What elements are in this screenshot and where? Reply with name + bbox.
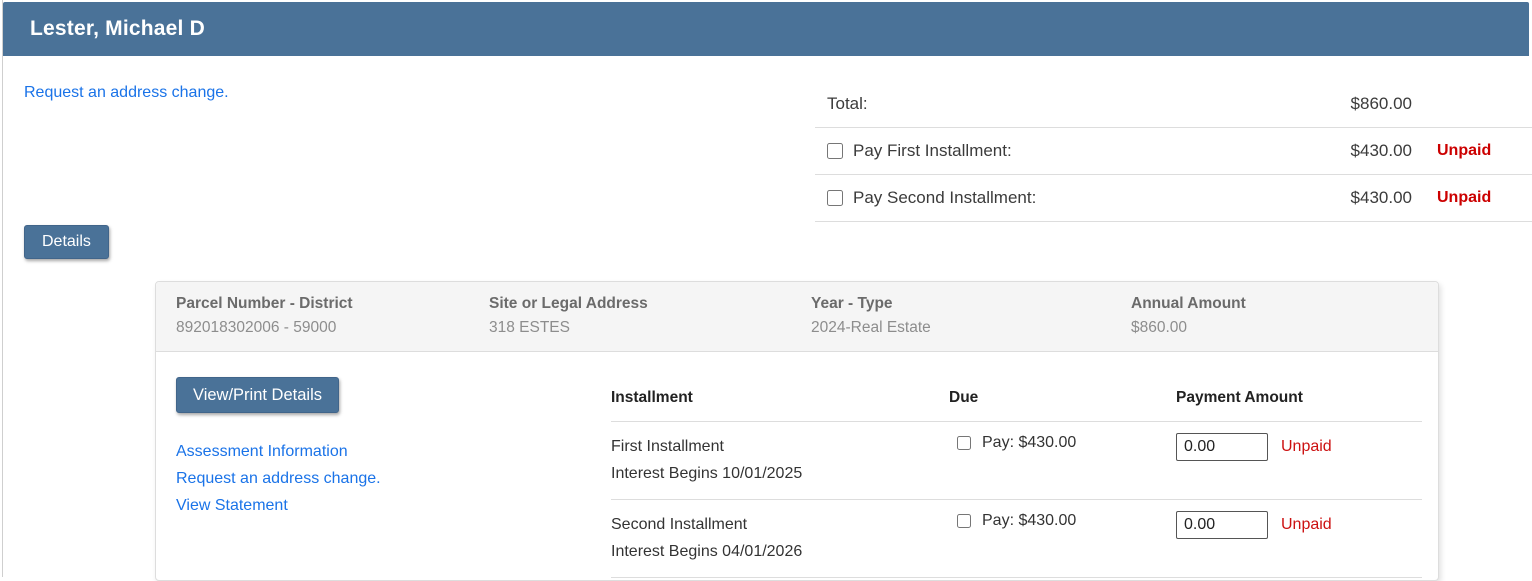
assessment-information-link[interactable]: Assessment Information <box>176 443 348 460</box>
parcel-number-label: Parcel Number - District <box>176 295 353 312</box>
installments-table-header: Installment Due Payment Amount <box>611 352 1422 422</box>
annual-amount-label: Annual Amount <box>1131 295 1246 312</box>
page-title: Lester, Michael D <box>30 17 205 40</box>
second-installment-status: Unpaid <box>1281 516 1332 533</box>
total-label: Total: <box>827 94 868 113</box>
address-change-link[interactable]: Request an address change. <box>24 84 229 101</box>
pay-second-installment-row: Pay Second Installment: $430.00 Unpaid <box>815 175 1532 222</box>
parcel-number-column: Parcel Number - District 892018302006 - … <box>176 295 489 351</box>
first-installment-amount-input[interactable] <box>1176 433 1268 461</box>
parcel-links: Assessment Information Request an addres… <box>176 438 381 519</box>
second-installment-pay-checkbox[interactable] <box>957 514 971 528</box>
year-type-value: 2024-Real Estate <box>811 319 931 336</box>
installments-table: Installment Due Payment Amount First Ins… <box>611 352 1422 578</box>
payment-amount-column-header: Payment Amount <box>1176 389 1303 406</box>
second-installment-interest: Interest Begins 04/01/2026 <box>611 543 803 560</box>
details-button[interactable]: Details <box>24 225 109 259</box>
site-address-column: Site or Legal Address 318 ESTES <box>489 295 811 351</box>
parcel-number-value: 892018302006 - 59000 <box>176 319 337 336</box>
total-amount: $860.00 <box>1350 94 1412 113</box>
due-column-header: Due <box>949 389 979 406</box>
second-installment-row: Second Installment Interest Begins 04/01… <box>611 500 1422 578</box>
total-row: Total: $860.00 <box>815 81 1532 128</box>
parcel-summary-header: Parcel Number - District 892018302006 - … <box>156 282 1438 352</box>
installment-column-header: Installment <box>611 389 693 406</box>
pay-second-installment-checkbox[interactable] <box>827 190 843 206</box>
pay-first-installment-status: Unpaid <box>1437 142 1492 159</box>
title-bar: Lester, Michael D <box>3 2 1529 56</box>
first-installment-row: First Installment Interest Begins 10/01/… <box>611 422 1422 500</box>
pay-first-installment-row: Pay First Installment: $430.00 Unpaid <box>815 128 1532 175</box>
second-installment-amount-input[interactable] <box>1176 511 1268 539</box>
totals-panel: Total: $860.00 Pay First Installment: $4… <box>815 81 1532 222</box>
annual-amount-column: Annual Amount $860.00 <box>1131 295 1438 351</box>
annual-amount-value: $860.00 <box>1131 319 1188 336</box>
first-installment-interest: Interest Begins 10/01/2025 <box>611 465 803 482</box>
second-installment-due-amount: Pay: $430.00 <box>982 512 1077 529</box>
pay-first-installment-amount: $430.00 <box>1350 141 1412 160</box>
pay-first-installment-checkbox[interactable] <box>827 143 843 159</box>
pay-second-installment-status: Unpaid <box>1437 189 1492 206</box>
first-installment-name: First Installment <box>611 438 724 455</box>
parcel-detail-card: Parcel Number - District 892018302006 - … <box>155 281 1439 581</box>
pay-first-installment-label: Pay First Installment: <box>853 141 1012 160</box>
first-installment-pay-checkbox[interactable] <box>957 436 971 450</box>
year-type-column: Year - Type 2024-Real Estate <box>811 295 1131 351</box>
site-address-value: 318 ESTES <box>489 319 570 336</box>
pay-second-installment-amount: $430.00 <box>1350 188 1412 207</box>
first-installment-status: Unpaid <box>1281 438 1332 455</box>
view-statement-link[interactable]: View Statement <box>176 497 288 514</box>
page-left-border <box>2 0 3 577</box>
pay-second-installment-label: Pay Second Installment: <box>853 188 1037 207</box>
address-change-link-card[interactable]: Request an address change. <box>176 470 381 487</box>
first-installment-due-amount: Pay: $430.00 <box>982 434 1077 451</box>
view-print-details-button[interactable]: View/Print Details <box>176 377 339 413</box>
site-address-label: Site or Legal Address <box>489 295 648 312</box>
second-installment-name: Second Installment <box>611 516 748 533</box>
year-type-label: Year - Type <box>811 295 893 312</box>
parcel-card-body: View/Print Details Assessment Informatio… <box>156 352 1438 581</box>
